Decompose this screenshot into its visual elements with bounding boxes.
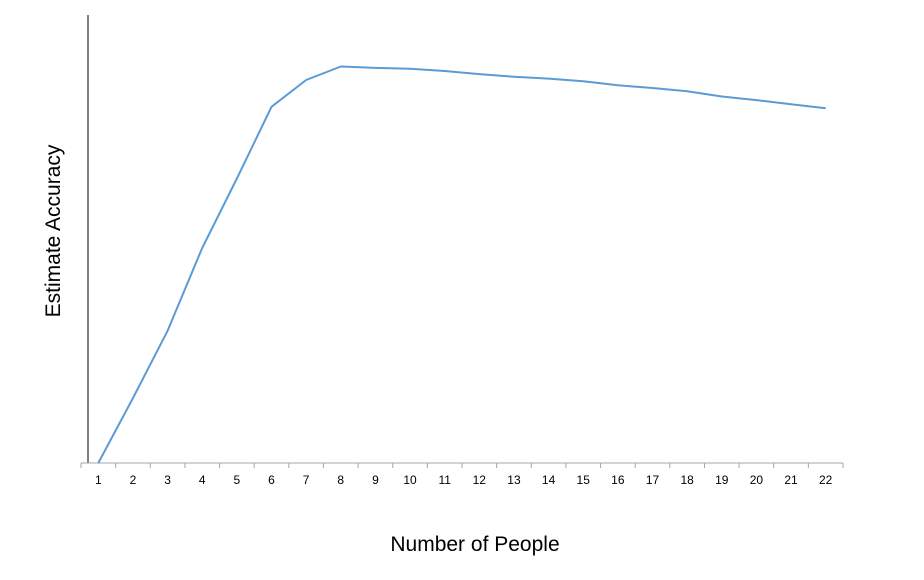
x-tick-label: 1 — [95, 473, 102, 487]
x-ticks — [80, 463, 844, 468]
x-tick-label: 16 — [611, 473, 625, 487]
x-axis-title: Number of People — [390, 533, 559, 556]
x-tick-label: 10 — [403, 473, 417, 487]
x-tick-label: 6 — [268, 473, 275, 487]
x-tick-label: 3 — [164, 473, 171, 487]
x-tick-label: 17 — [646, 473, 660, 487]
x-tick-label: 19 — [715, 473, 729, 487]
x-tick-label: 4 — [199, 473, 206, 487]
x-tick-label: 22 — [819, 473, 833, 487]
x-tick-label: 2 — [130, 473, 137, 487]
x-tick-label: 14 — [542, 473, 556, 487]
x-tick-label: 20 — [750, 473, 764, 487]
x-tick-label: 13 — [507, 473, 521, 487]
axes — [81, 15, 843, 464]
x-tick-label: 7 — [303, 473, 310, 487]
x-tick-label: 15 — [577, 473, 591, 487]
x-tick-label: 18 — [680, 473, 694, 487]
x-tick-label: 5 — [234, 473, 241, 487]
series-line — [97, 65, 826, 464]
x-tick-label: 12 — [473, 473, 487, 487]
x-tick-label: 9 — [372, 473, 379, 487]
x-tick-label: 11 — [438, 473, 451, 487]
x-tick-labels: 1 2 3 4 5 6 7 8 9 10 11 12 13 14 15 16 17 18 19 20 21 22 — [95, 473, 833, 487]
series-group — [97, 65, 826, 464]
y-axis-title: Estimate Accuracy — [42, 144, 65, 317]
x-tick-label: 8 — [337, 473, 344, 487]
x-tick-label: 21 — [784, 473, 798, 487]
